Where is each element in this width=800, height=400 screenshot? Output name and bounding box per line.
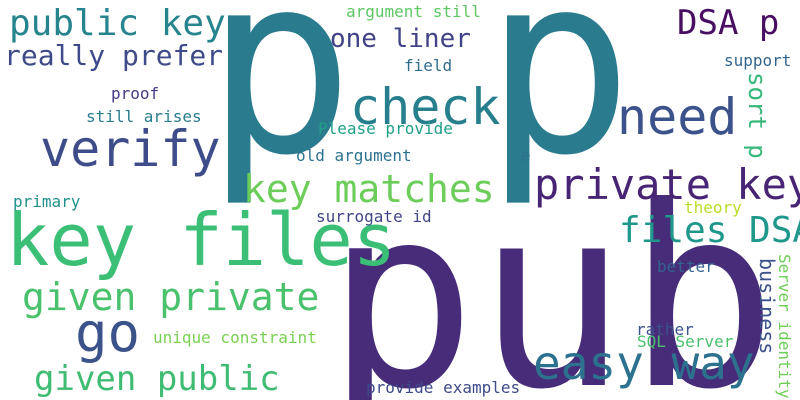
cloud-word-old-argument: old argument bbox=[296, 146, 412, 165]
cloud-word-check: check bbox=[350, 78, 501, 136]
cloud-word-argument-still: argument still bbox=[346, 2, 481, 21]
cloud-word-unique-constraint: unique constraint bbox=[153, 328, 317, 347]
cloud-word-still-arises: still arises bbox=[86, 107, 202, 126]
cloud-word-need: need bbox=[617, 88, 738, 146]
cloud-word-server-identity: Server identity bbox=[775, 254, 794, 399]
cloud-word-really-prefer: really prefer bbox=[4, 39, 224, 72]
cloud-word-pub: pub bbox=[326, 153, 778, 400]
cloud-word-sql-server: SQL Server bbox=[637, 332, 734, 351]
cloud-word-given-public: given public bbox=[34, 359, 280, 399]
cloud-word-dsa-p: DSA p bbox=[677, 3, 780, 43]
cloud-word-field: field bbox=[404, 56, 453, 75]
cloud-word-support: support bbox=[724, 51, 792, 70]
cloud-word-p-right: p bbox=[484, 0, 634, 210]
cloud-word-provide-examples: provide examples bbox=[366, 378, 521, 397]
cloud-word-surrogate-id: surrogate id bbox=[316, 207, 432, 226]
cloud-word-e: e bbox=[521, 146, 531, 165]
cloud-word-p-left: p bbox=[205, 0, 355, 210]
cloud-word-public-key: public key bbox=[9, 3, 226, 44]
cloud-word-sort-p: sort p bbox=[743, 72, 771, 159]
cloud-word-private-key: private key bbox=[534, 160, 800, 209]
cloud-word-given-private: given private bbox=[22, 275, 320, 319]
cloud-word-better: better bbox=[657, 257, 715, 276]
cloud-word-business: business bbox=[755, 258, 779, 355]
cloud-word-key-files: key files bbox=[6, 198, 397, 282]
cloud-word-files-dsa: files DSA bbox=[619, 210, 800, 251]
cloud-word-easy-way: easy way bbox=[533, 336, 755, 390]
cloud-word-rather: rather bbox=[636, 320, 694, 339]
cloud-word-theory: theory bbox=[684, 198, 742, 217]
cloud-word-verify: verify bbox=[40, 120, 221, 178]
cloud-word-proof: proof bbox=[111, 84, 160, 103]
cloud-word-please-provide: Please provide bbox=[318, 119, 453, 138]
cloud-word-one-liner: one liner bbox=[330, 24, 471, 54]
cloud-word-primary: primary bbox=[13, 192, 81, 211]
cloud-word-go: go bbox=[75, 301, 141, 364]
cloud-word-key-matches: key matches bbox=[243, 167, 495, 211]
